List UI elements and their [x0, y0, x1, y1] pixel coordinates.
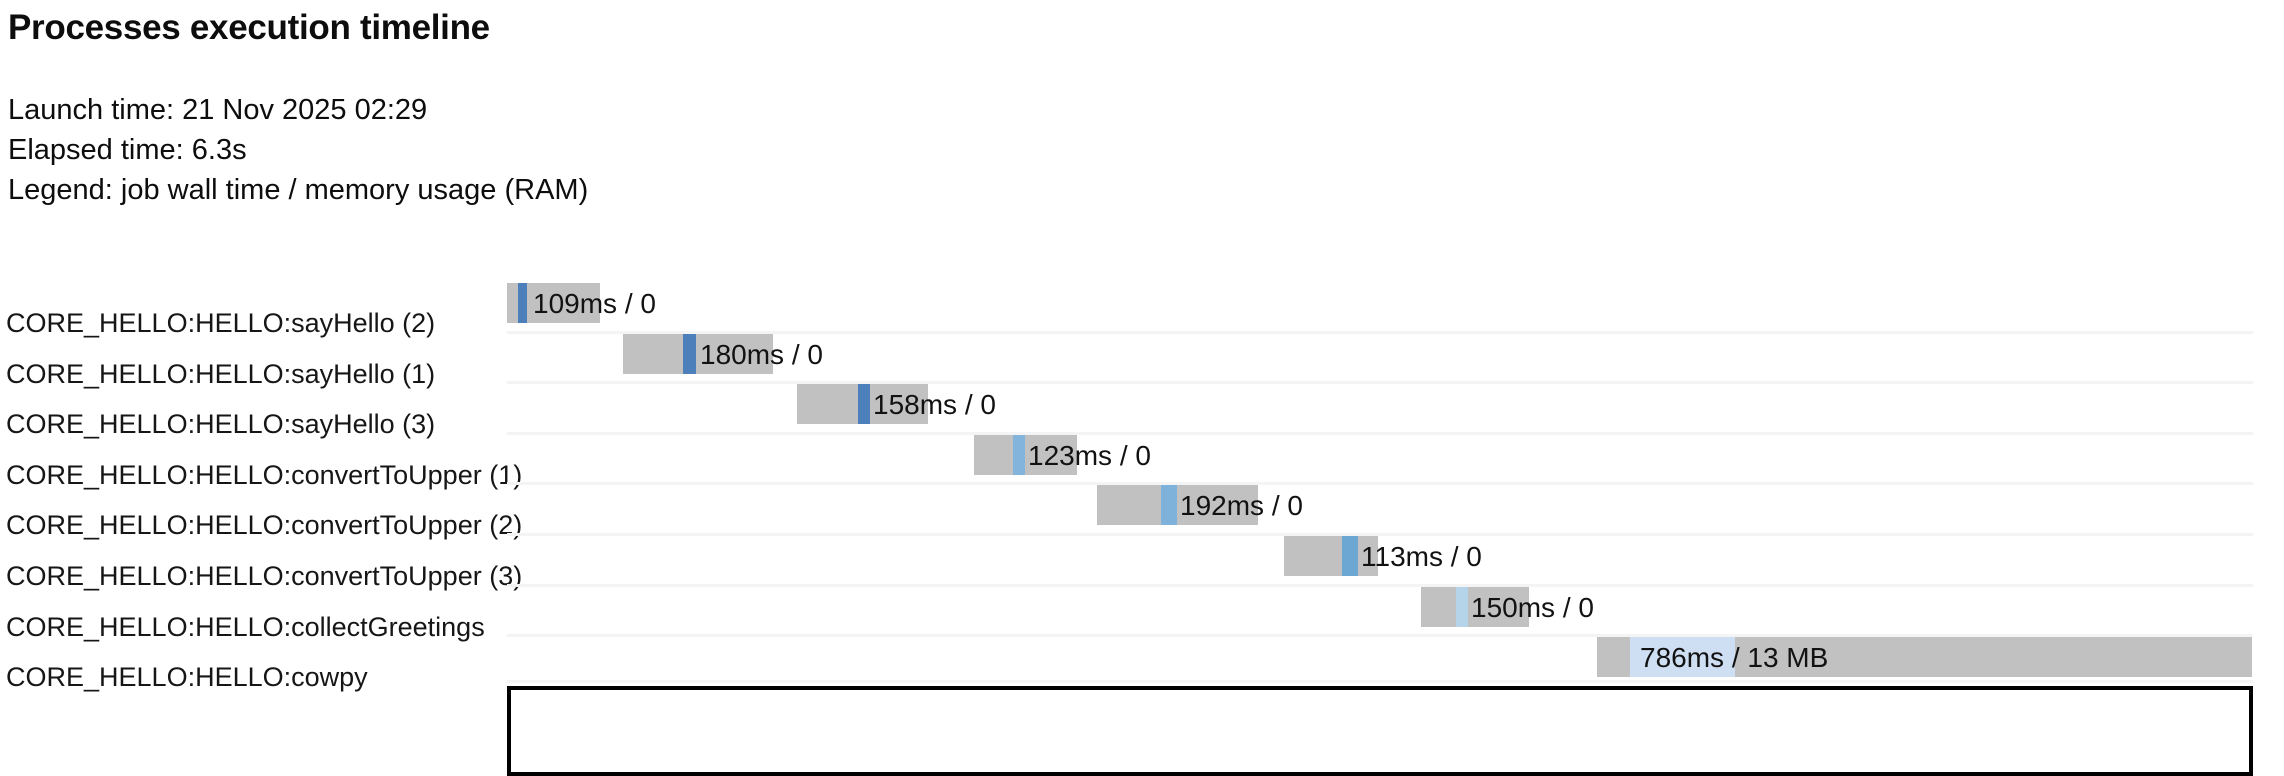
task-bar-wall-time[interactable] — [1421, 587, 1529, 627]
task-value-label: 180ms / 0 — [700, 339, 823, 370]
task-label: CORE_HELLO:HELLO:sayHello (2) — [6, 308, 436, 338]
task-bar-run-segment[interactable] — [858, 384, 870, 424]
task-label: CORE_HELLO:HELLO:sayHello (3) — [6, 409, 436, 439]
task-bar-run-segment[interactable] — [518, 283, 527, 323]
task-bar-wall-time[interactable] — [623, 334, 773, 374]
bottom-section-box — [507, 686, 2253, 776]
timeline-chart: CORE_HELLO:HELLO:sayHello (2) 109ms / 0 CO… — [6, 283, 2253, 692]
row-separator — [507, 634, 2253, 637]
task-label: CORE_HELLO:HELLO:convertToUpper (1) — [6, 460, 523, 490]
elapsed-time-line: Elapsed time: 6.3s — [8, 134, 247, 166]
task-bar-wall-time[interactable] — [1097, 485, 1258, 525]
row-separator — [507, 381, 2253, 384]
task-value-label: 109ms / 0 — [533, 288, 656, 319]
task-bar-run-segment[interactable] — [1456, 587, 1468, 627]
task-value-label: 786ms / 13 MB — [1640, 642, 1829, 673]
task-bar-run-segment[interactable] — [1013, 435, 1025, 475]
task-value-label: 113ms / 0 — [1361, 541, 1482, 572]
task-bar-wall-time[interactable] — [1284, 536, 1378, 576]
task-value-label: 192ms / 0 — [1180, 490, 1303, 521]
task-bar-run-segment[interactable] — [1342, 536, 1358, 576]
legend-line: Legend: job wall time / memory usage (RA… — [8, 174, 589, 206]
task-label: CORE_HELLO:HELLO:convertToUpper (2) — [6, 510, 523, 540]
row-separator — [507, 680, 2253, 683]
task-value-label: 150ms / 0 — [1471, 592, 1594, 623]
row-separator — [507, 584, 2253, 587]
task-label: CORE_HELLO:HELLO:convertToUpper (3) — [6, 561, 523, 591]
run-info: Launch time: 21 Nov 2025 02:29 Elapsed t… — [8, 90, 588, 210]
task-value-label: 123ms / 0 — [1028, 440, 1151, 471]
task-bar-run-segment[interactable] — [1161, 485, 1177, 525]
row-separator — [507, 482, 2253, 485]
task-label: CORE_HELLO:HELLO:cowpy — [6, 662, 368, 692]
task-label: CORE_HELLO:HELLO:collectGreetings — [6, 612, 485, 642]
page-title: Processes execution timeline — [8, 8, 490, 47]
task-bar-run-segment[interactable] — [683, 334, 696, 374]
row-separator — [507, 533, 2253, 536]
task-bar-wall-time[interactable] — [974, 435, 1077, 475]
task-bar-run-segment[interactable] — [1630, 637, 1735, 677]
row-separator — [507, 331, 2253, 334]
launch-time-line: Launch time: 21 Nov 2025 02:29 — [8, 94, 428, 126]
task-label: CORE_HELLO:HELLO:sayHello (1) — [6, 359, 436, 389]
task-value-label: 158ms / 0 — [873, 389, 996, 420]
row-separator — [507, 432, 2253, 435]
